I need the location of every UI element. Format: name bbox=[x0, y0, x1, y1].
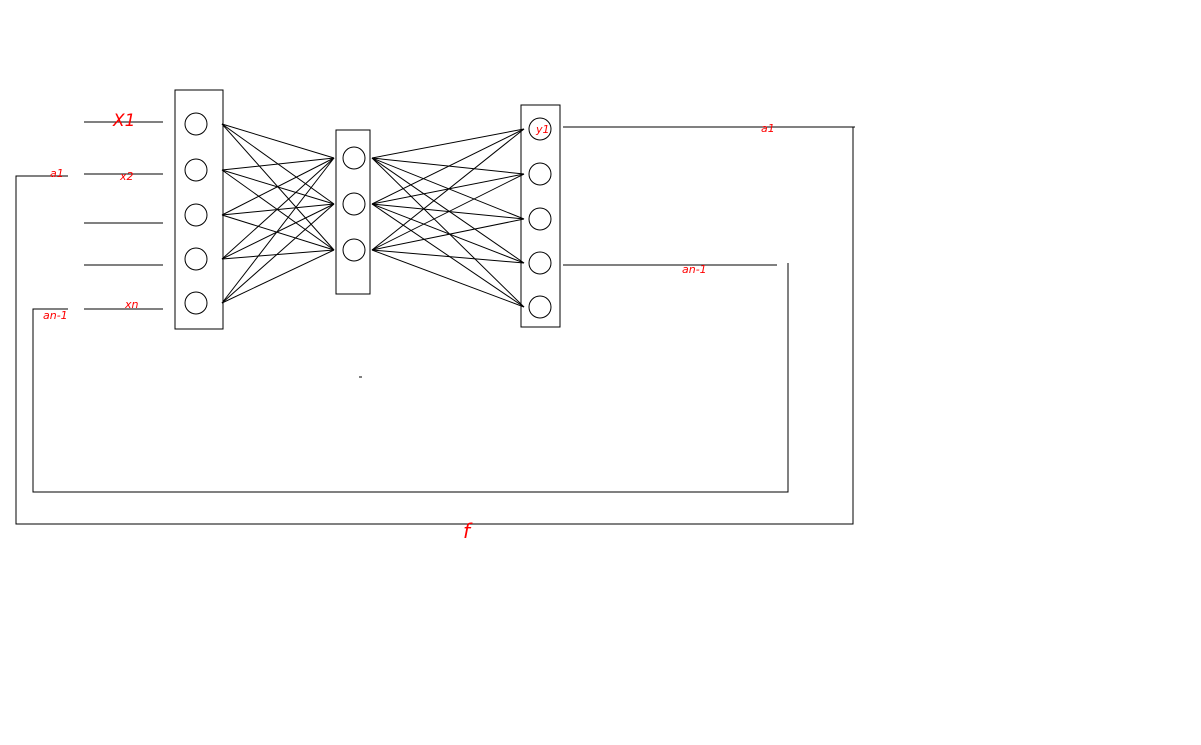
label-y1: y1 bbox=[535, 123, 550, 136]
layer-boxes bbox=[174, 89, 561, 330]
output-node-4 bbox=[528, 251, 552, 275]
hidden-output-edge-1-5 bbox=[371, 157, 525, 308]
hidden-node-2 bbox=[342, 192, 366, 216]
hidden-output-edge-2-5 bbox=[371, 203, 525, 308]
input-hidden-edge-3-2 bbox=[221, 203, 335, 216]
output-node-2 bbox=[528, 162, 552, 186]
input-hidden-edge-2-1 bbox=[221, 157, 335, 171]
hidden-output-edge-2-4 bbox=[371, 203, 525, 264]
connection-edges bbox=[221, 123, 525, 308]
hidden-node-3 bbox=[342, 238, 366, 262]
input-node-5 bbox=[184, 291, 208, 315]
hidden-output-edge-1-4 bbox=[371, 157, 525, 264]
label-f: f bbox=[463, 519, 473, 543]
input-hidden-edge-5-1 bbox=[221, 157, 335, 304]
input-node-2 bbox=[184, 158, 208, 182]
label-right-a1: a1 bbox=[761, 122, 775, 135]
hidden-layer-box bbox=[335, 129, 371, 295]
input-hidden-edge-5-3 bbox=[221, 249, 335, 304]
input-layer-box bbox=[174, 89, 224, 330]
hidden-node-1 bbox=[342, 146, 366, 170]
hidden-output-edge-3-2 bbox=[371, 173, 525, 251]
output-layer-box bbox=[520, 104, 561, 328]
input-node-1 bbox=[184, 112, 208, 136]
feedback-loop-an1 bbox=[32, 263, 789, 493]
output-node-3 bbox=[528, 207, 552, 231]
label-right-an1: an-1 bbox=[682, 263, 707, 276]
input-hidden-edge-4-3 bbox=[221, 249, 335, 260]
input-lines bbox=[84, 121, 163, 310]
input-hidden-edge-3-3 bbox=[221, 214, 335, 251]
label-left-a1: a1 bbox=[50, 167, 64, 180]
feedback-loop-a1 bbox=[15, 126, 855, 525]
label-x1: X1 bbox=[112, 111, 135, 131]
input-node-3 bbox=[184, 203, 208, 227]
neuron-nodes bbox=[184, 112, 552, 319]
input-hidden-edge-3-1 bbox=[221, 157, 335, 216]
label-x2: x2 bbox=[119, 170, 134, 183]
hidden-output-edge-2-1 bbox=[371, 128, 525, 205]
hidden-output-edge-1-1 bbox=[371, 128, 525, 159]
output-node-1 bbox=[528, 117, 552, 141]
labels: X1 x2 xn a1 an-1 y1 a1 an-1 f bbox=[43, 111, 775, 543]
hidden-output-edge-3-3 bbox=[371, 218, 525, 251]
hidden-output-edge-3-1 bbox=[371, 128, 525, 251]
input-hidden-edge-4-1 bbox=[221, 157, 335, 260]
feedback-loops bbox=[15, 126, 855, 525]
hidden-output-edge-3-4 bbox=[371, 249, 525, 264]
input-hidden-edge-1-1 bbox=[221, 123, 335, 159]
label-left-an1: an-1 bbox=[43, 309, 68, 322]
input-hidden-edge-4-2 bbox=[221, 203, 335, 260]
input-hidden-edge-5-2 bbox=[221, 203, 335, 304]
hidden-output-edge-3-5 bbox=[371, 249, 525, 308]
label-xn: xn bbox=[124, 298, 139, 311]
input-node-4 bbox=[184, 247, 208, 271]
output-node-5 bbox=[528, 295, 552, 319]
